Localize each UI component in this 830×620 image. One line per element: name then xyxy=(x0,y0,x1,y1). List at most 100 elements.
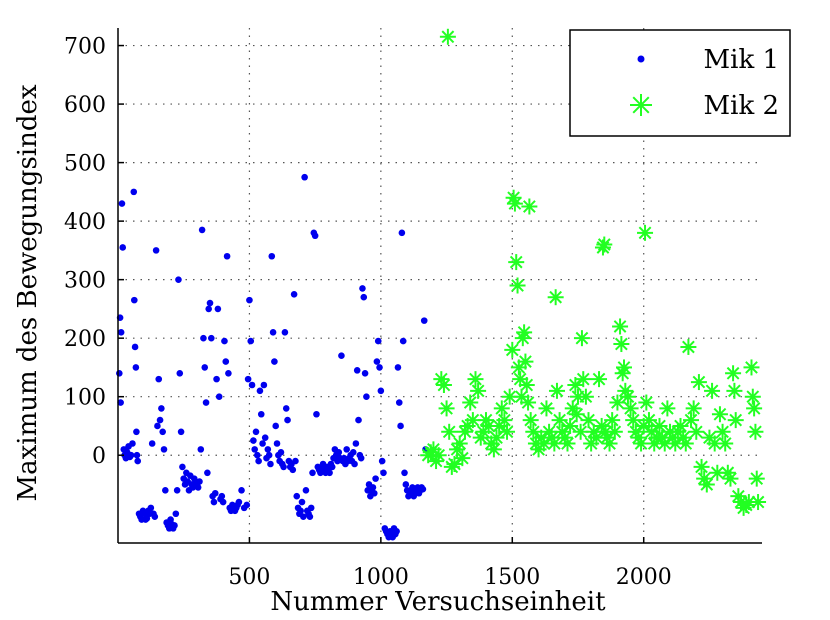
mik2-point xyxy=(568,406,585,423)
mik1-point xyxy=(357,454,365,462)
mik2-point xyxy=(525,423,542,440)
y-tick-label: 700 xyxy=(64,35,106,60)
legend-label: Mik 1 xyxy=(704,45,780,75)
mik2-point xyxy=(677,435,694,452)
mik1-point xyxy=(244,375,252,383)
mik2-point xyxy=(573,330,590,347)
mik1-point xyxy=(248,381,256,389)
mik1-point xyxy=(223,252,231,260)
mik2-point xyxy=(441,423,458,440)
mik1-point xyxy=(359,285,366,292)
mik2-point xyxy=(688,423,705,440)
mik2-point xyxy=(488,429,505,446)
mik1-point xyxy=(117,399,124,406)
x-tick-label: 500 xyxy=(228,565,270,590)
mik1-point xyxy=(338,352,345,360)
mik2-point xyxy=(508,254,525,271)
mik1-point xyxy=(257,410,265,418)
mik1-point xyxy=(269,329,277,336)
mik1-point xyxy=(297,507,304,515)
mik2-point xyxy=(518,376,535,393)
mik2-point xyxy=(596,236,613,253)
mik1-point xyxy=(419,485,427,493)
mik1-point xyxy=(133,428,140,436)
mik1-point xyxy=(282,405,290,412)
mik1-point xyxy=(402,481,410,488)
mik1-point xyxy=(373,358,381,365)
mik1-point xyxy=(289,466,297,474)
mik1-point xyxy=(159,428,166,436)
mik2-point xyxy=(622,400,639,417)
mik2-point xyxy=(562,417,579,434)
mik1-point xyxy=(235,498,243,506)
mik1-point xyxy=(175,276,182,283)
y-tick-label: 0 xyxy=(92,444,106,469)
mik2-point xyxy=(572,423,589,440)
mik1-point xyxy=(179,463,186,471)
mik2-point xyxy=(547,289,564,306)
x-axis-title: Nummer Versuchseinheit xyxy=(270,587,606,617)
mik1-point xyxy=(351,460,358,468)
x-tick-label: 2000 xyxy=(616,565,672,590)
mik1-point xyxy=(261,434,269,441)
mik1-point xyxy=(130,188,138,196)
mik2-point xyxy=(548,382,565,399)
mik1-point xyxy=(399,337,407,345)
mik2-point xyxy=(517,353,534,370)
tick-labels: 500 1000 1500 2000 0 100 200 300 400 500 600 700 xyxy=(64,35,672,590)
mik2-point xyxy=(616,359,632,376)
mik2-point xyxy=(690,374,707,391)
mik1-point xyxy=(361,369,369,377)
mik1-point xyxy=(127,451,135,459)
mik1-point xyxy=(225,369,232,377)
mik1-point xyxy=(293,492,301,500)
mik1-point xyxy=(219,498,227,506)
legend: Mik 1 Mik 2 xyxy=(569,29,791,137)
mik2-point xyxy=(625,412,642,429)
legend-entry: Mik 1 xyxy=(637,45,780,75)
mik1-point xyxy=(298,498,306,506)
mik1-point xyxy=(202,399,210,406)
mik1-point xyxy=(401,469,408,477)
mik1-point xyxy=(335,448,343,456)
mik1-point xyxy=(251,446,258,453)
mik2-point xyxy=(435,376,452,393)
mik2-point xyxy=(591,371,608,388)
mik1-point xyxy=(246,296,253,304)
mik1-point xyxy=(198,226,206,234)
mik1-point xyxy=(116,369,123,377)
mik2-point xyxy=(538,400,555,417)
mik1-point xyxy=(205,305,212,313)
mik2-point xyxy=(711,406,728,423)
mik1-point xyxy=(158,405,165,412)
mik2-point xyxy=(612,318,629,335)
mik1-point xyxy=(256,387,264,395)
mik1-point xyxy=(395,399,403,406)
mik2-point xyxy=(430,447,447,464)
mik2-point xyxy=(516,324,533,341)
mik2-point xyxy=(693,458,710,475)
legend-star-icon xyxy=(630,94,652,116)
mik1-point xyxy=(162,487,169,494)
y-tick-label: 100 xyxy=(64,386,106,411)
mik1-point xyxy=(394,364,402,371)
mik1-point xyxy=(196,478,203,485)
mik1-point xyxy=(300,513,307,520)
mik1-point xyxy=(352,440,360,447)
mik2-point xyxy=(633,435,650,452)
mik2-point xyxy=(438,400,455,417)
mik1-point xyxy=(302,487,310,494)
mik1-point xyxy=(221,337,228,345)
mik1-point xyxy=(363,393,370,400)
mik1-point xyxy=(380,469,387,477)
y-tick-label: 400 xyxy=(64,210,106,235)
mik2-point xyxy=(520,394,537,411)
mik2-point xyxy=(504,341,521,358)
mik2-point xyxy=(714,423,731,440)
mik1-point xyxy=(374,337,382,345)
mik1-point xyxy=(272,422,280,430)
mik2-point xyxy=(454,450,471,467)
mik1-point xyxy=(131,343,139,351)
mik1-point xyxy=(370,489,378,497)
mik2-point xyxy=(493,400,510,417)
